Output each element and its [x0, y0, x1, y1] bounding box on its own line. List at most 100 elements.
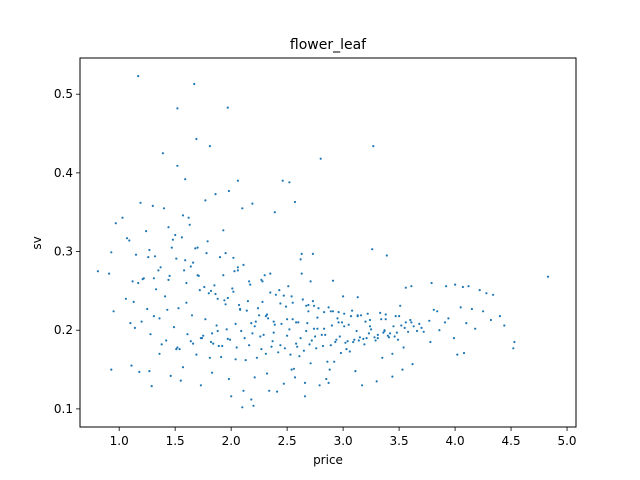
scatter-point — [375, 380, 378, 383]
scatter-point — [328, 368, 331, 371]
scatter-point — [276, 390, 279, 393]
scatter-point — [327, 306, 330, 309]
scatter-point — [242, 263, 245, 266]
scatter-point — [221, 344, 224, 348]
scatter-point — [438, 329, 441, 332]
scatter-point — [215, 324, 218, 327]
scatter-point — [199, 384, 202, 387]
scatter-point — [373, 336, 376, 339]
scatter-point — [402, 346, 405, 349]
scatter-point — [110, 368, 113, 371]
scatter-point — [316, 327, 319, 330]
scatter-point — [181, 366, 185, 369]
scatter-point — [288, 181, 291, 184]
scatter-point — [394, 315, 397, 318]
scatter-point — [330, 324, 333, 327]
scatter-point — [325, 377, 328, 381]
scatter-point — [204, 318, 207, 321]
scatter-point — [251, 202, 254, 205]
scatter-point — [282, 382, 285, 385]
y-axis-label: sv — [30, 236, 44, 249]
scatter-point — [326, 360, 329, 363]
scatter-point — [171, 238, 174, 241]
scatter-point — [194, 247, 197, 250]
scatter-point — [418, 322, 421, 325]
scatter-point — [300, 252, 303, 255]
scatter-point — [305, 304, 308, 307]
scatter-point — [462, 351, 466, 355]
scatter-point — [131, 280, 134, 283]
scatter-point — [223, 299, 226, 302]
scatter-point — [310, 339, 313, 342]
scatter-point — [410, 285, 413, 288]
scatter-point — [268, 389, 271, 392]
scatter-point — [169, 374, 172, 377]
scatter-point — [321, 344, 325, 348]
scatter-point — [250, 398, 253, 401]
scatter-point — [255, 356, 258, 359]
scatter-point — [379, 311, 382, 314]
scatter-point — [374, 339, 377, 342]
scatter-point — [286, 318, 289, 321]
scatter-point — [307, 310, 310, 313]
scatter-point — [428, 319, 431, 322]
scatter-point — [259, 335, 262, 338]
scatter-point — [134, 253, 138, 256]
scatter-point — [331, 310, 335, 313]
scatter-point — [291, 301, 294, 304]
scatter-point — [272, 320, 275, 323]
scatter-point — [290, 295, 293, 298]
scatter-point — [349, 315, 353, 318]
scatter-point — [367, 332, 370, 335]
scatter-point — [353, 338, 356, 341]
scatter-point — [172, 326, 176, 329]
scatter-point — [184, 178, 187, 181]
y-tick-label: 0.5 — [54, 87, 73, 101]
scatter-point — [331, 279, 335, 282]
scatter-point — [199, 337, 202, 340]
scatter-point — [112, 310, 115, 313]
scatter-point — [293, 200, 297, 204]
scatter-point — [174, 233, 177, 237]
scatter-point — [209, 340, 213, 344]
scatter-point — [415, 329, 419, 333]
scatter-point — [290, 368, 293, 371]
y-tick-label: 0.2 — [54, 323, 73, 337]
scatter-point — [432, 308, 435, 311]
scatter-point — [214, 193, 217, 196]
scatter-point — [403, 326, 406, 329]
scatter-point — [412, 325, 415, 328]
scatter-point — [311, 300, 314, 303]
scatter-point — [195, 137, 198, 141]
scatter-point — [227, 189, 230, 193]
chart-title: flower_leaf — [290, 37, 367, 53]
scatter-point — [272, 331, 275, 334]
scatter-point — [364, 320, 367, 323]
scatter-point — [236, 269, 239, 272]
scatter-point — [222, 229, 225, 232]
scatter-point — [207, 292, 210, 295]
scatter-point — [242, 389, 245, 392]
scatter-point — [340, 321, 344, 324]
scatter-point — [178, 348, 181, 351]
scatter-point — [138, 370, 141, 373]
scatter-point — [357, 339, 360, 342]
scatter-point — [226, 296, 229, 300]
scatter-point — [226, 337, 229, 340]
scatter-point — [296, 345, 299, 348]
scatter-point — [188, 223, 191, 226]
scatter-point — [140, 320, 143, 323]
scatter-point — [286, 334, 289, 337]
scatter-point — [147, 256, 150, 259]
scatter-point — [128, 239, 131, 242]
scatter-point — [265, 313, 269, 316]
x-tick-label: 2.5 — [278, 434, 297, 448]
scatter-point — [392, 325, 395, 328]
scatter-point — [121, 216, 124, 219]
scatter-point — [236, 266, 239, 269]
x-tick-label: 1.5 — [166, 434, 185, 448]
scatter-point — [400, 324, 403, 327]
scatter-point — [407, 330, 410, 333]
scatter-point — [189, 340, 192, 343]
scatter-point — [153, 255, 157, 258]
